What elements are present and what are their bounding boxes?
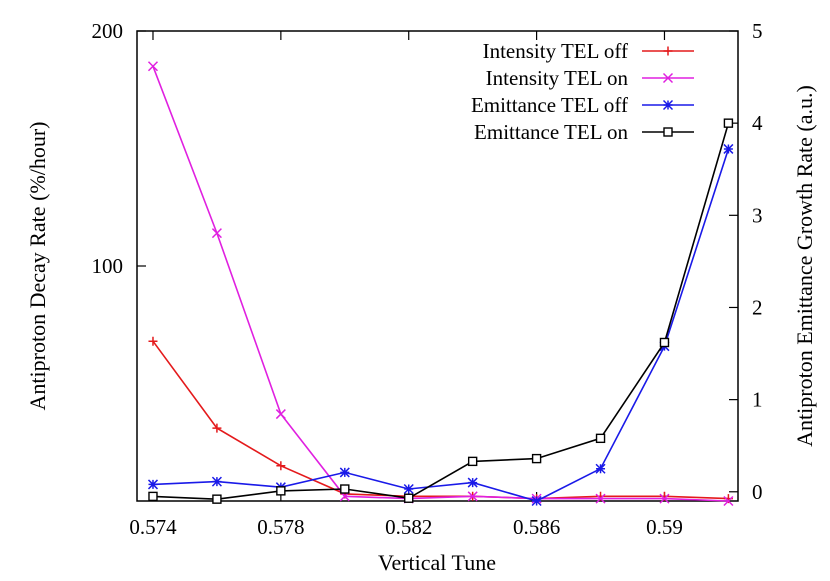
data-point <box>723 495 734 507</box>
y-tick-label-left: 200 <box>92 19 124 43</box>
series-line <box>152 148 730 502</box>
x-tick-label: 0.578 <box>257 515 304 539</box>
series-line <box>152 122 730 501</box>
x-axis-label: Vertical Tune <box>378 550 496 575</box>
data-point <box>659 337 670 348</box>
legend-entry: Intensity TEL on <box>486 66 694 90</box>
y-tick-label-right: 1 <box>752 388 763 412</box>
legend-marker <box>662 99 674 111</box>
data-point <box>276 461 286 471</box>
y-tick-label-right: 4 <box>752 111 763 135</box>
y-axis-label-left: Antiproton Decay Rate (%/hour) <box>25 122 50 411</box>
legend-marker <box>663 46 673 56</box>
data-point <box>147 479 159 490</box>
data-point <box>467 477 478 488</box>
y-tick-label-right: 5 <box>752 19 763 43</box>
data-point <box>148 336 158 346</box>
legend-label: Emittance TEL off <box>471 93 628 117</box>
axis-tick-labels: 0.574 0.578 0.582 0.586 0.59 100 200 0 1 2 3 4 5 <box>92 19 764 539</box>
data-point <box>659 493 670 504</box>
series-line <box>152 66 729 502</box>
data-point <box>467 491 478 502</box>
data-point <box>275 409 286 420</box>
data-point <box>723 118 734 128</box>
data-point <box>404 493 414 503</box>
y-tick-label-left: 100 <box>92 254 124 278</box>
data-point <box>595 493 606 504</box>
series-layer <box>147 61 734 507</box>
series-0 <box>148 336 733 504</box>
legend-marker <box>663 127 673 137</box>
series-line <box>152 340 729 500</box>
legend: Intensity TEL off Intensity TEL on Emittan… <box>471 39 694 144</box>
legend-entry: Emittance TEL off <box>471 93 694 117</box>
data-point <box>339 467 350 478</box>
y-tick-label-right: 0 <box>752 480 763 504</box>
data-point <box>212 423 222 433</box>
data-point <box>148 491 158 502</box>
data-point <box>531 495 542 507</box>
series-3 <box>148 118 734 504</box>
y-tick-label-right: 3 <box>752 203 763 227</box>
legend-entry: Intensity TEL off <box>483 39 694 63</box>
y-tick-label-right: 2 <box>752 295 763 319</box>
series-2 <box>147 143 734 507</box>
data-point <box>147 61 159 72</box>
legend-label: Emittance TEL on <box>474 120 628 144</box>
plot-frame <box>136 30 739 502</box>
data-point <box>723 143 734 154</box>
data-point <box>403 483 414 495</box>
x-tick-label: 0.586 <box>513 515 560 539</box>
x-tick-label: 0.574 <box>129 515 177 539</box>
legend-label: Intensity TEL off <box>483 39 628 63</box>
x-tick-label: 0.59 <box>646 515 683 539</box>
y-axis-label-right: Antiproton Emittance Growth Rate (a.u.) <box>792 85 817 447</box>
data-point <box>467 456 478 467</box>
data-point <box>595 463 606 474</box>
data-point <box>211 228 222 239</box>
legend-label: Intensity TEL on <box>486 66 629 90</box>
legend-marker <box>662 72 674 84</box>
axis-ticks <box>137 30 738 501</box>
data-point <box>212 494 222 504</box>
data-point <box>276 486 286 496</box>
data-point <box>211 476 222 487</box>
data-point <box>531 453 542 464</box>
data-point <box>340 484 350 494</box>
data-point <box>595 433 606 444</box>
legend-entry: Emittance TEL on <box>474 120 694 144</box>
x-tick-label: 0.582 <box>385 515 432 539</box>
